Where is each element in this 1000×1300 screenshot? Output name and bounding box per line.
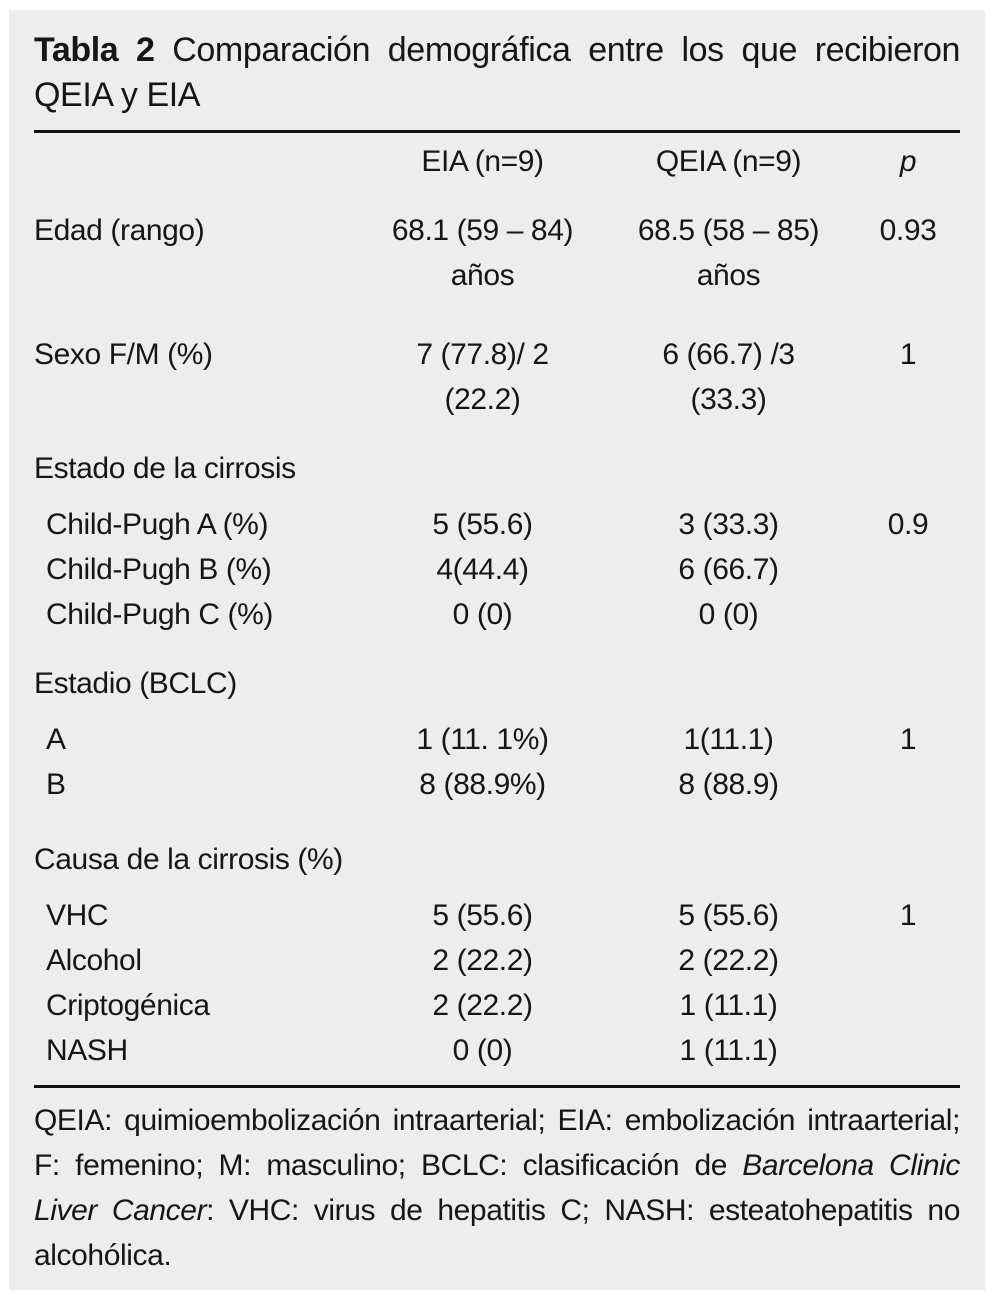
table-caption: Comparación demográfica entre los que re…	[172, 31, 961, 69]
bottom-rule	[34, 1085, 960, 1088]
cell-eia: 5 (55.6)	[432, 508, 533, 541]
row-label: NASH	[46, 1034, 128, 1067]
table-row-sexo: Sexo F/M (%) 7 (77.8)/ 2 (22.2) 6 (66.7)…	[34, 332, 960, 422]
header-row: EIA (n=9) QEIA (n=9) p	[34, 139, 960, 184]
table-number: Tabla 2	[34, 31, 155, 69]
table-row-nash: NASH 0 (0) 1 (11.1)	[34, 1028, 960, 1073]
section-estado-cirrosis: Estado de la cirrosis	[34, 452, 296, 485]
row-label: Alcohol	[46, 944, 142, 977]
cell-eia: 0 (0)	[452, 1034, 513, 1067]
footnote-text: QEIA: quimioembolización intraarterial; …	[34, 1104, 960, 1182]
row-label: Child-Pugh C (%)	[46, 598, 274, 631]
table-row-vhc: VHC 5 (55.6) 5 (55.6) 1	[34, 893, 960, 938]
cell-p: 1	[899, 723, 917, 756]
header-qeia: QEIA (n=9)	[655, 145, 802, 178]
cell-qeia: 3 (33.3)	[678, 508, 779, 541]
row-label: Child-Pugh B (%)	[46, 553, 272, 586]
table-row-childpugh-a: Child-Pugh A (%) 5 (55.6) 3 (33.3) 0.9	[34, 502, 960, 547]
cell-eia: 2 (22.2)	[432, 989, 533, 1022]
footnote-italic-text: Barcelona Clinic Liver Cancer	[34, 1149, 961, 1227]
cell-eia: 8 (88.9%)	[419, 768, 546, 801]
table-row-childpugh-b: Child-Pugh B (%) 4(44.4) 6 (66.7)	[34, 547, 960, 592]
cell-qeia: 6 (66.7) /3 (33.3)	[662, 338, 795, 416]
table-row-estadio-b: B 8 (88.9%) 8 (88.9)	[34, 762, 960, 807]
cell-eia: 5 (55.6)	[432, 899, 533, 932]
row-label: B	[46, 768, 66, 801]
cell-qeia: 2 (22.2)	[678, 944, 779, 977]
cell-qeia: 8 (88.9)	[678, 768, 779, 801]
row-label: Child-Pugh A (%)	[46, 508, 269, 541]
table-title-line2: QEIA y EIA	[34, 76, 201, 114]
table-title: Tabla 2 Comparación demográfica entre lo…	[34, 28, 960, 118]
cell-p: 1	[899, 899, 917, 932]
cell-eia: 68.1 (59 – 84) años	[391, 214, 574, 292]
section-causa-cirrosis: Causa de la cirrosis (%)	[34, 843, 343, 876]
row-label: Criptogénica	[46, 989, 210, 1022]
table-footnote: QEIA: quimioembolización intraarterial; …	[34, 1098, 960, 1278]
row-label: Sexo F/M (%)	[34, 338, 213, 371]
table-card: Tabla 2 Comparación demográfica entre lo…	[9, 10, 985, 1290]
cell-qeia: 1 (11.1)	[679, 1034, 778, 1067]
row-label: VHC	[46, 899, 109, 932]
cell-qeia: 5 (55.6)	[678, 899, 779, 932]
table-title-line1: Tabla 2 Comparación demográfica entre lo…	[34, 28, 960, 73]
cell-eia: 4(44.4)	[436, 553, 529, 586]
cell-qeia: 6 (66.7)	[678, 553, 779, 586]
cell-qeia: 68.5 (58 – 85) años	[637, 214, 820, 292]
cell-eia: 7 (77.8)/ 2 (22.2)	[416, 338, 549, 416]
cell-p: 0.93	[879, 214, 937, 247]
header-eia: EIA (n=9)	[421, 145, 544, 178]
row-label: Edad (rango)	[34, 214, 205, 247]
cell-qeia: 0 (0)	[698, 598, 759, 631]
header-p: p	[899, 145, 917, 178]
cell-qeia: 1 (11.1)	[679, 989, 778, 1022]
row-label: A	[46, 723, 66, 756]
table-row-criptogenica: Criptogénica 2 (22.2) 1 (11.1)	[34, 983, 960, 1028]
cell-qeia: 1(11.1)	[683, 723, 774, 756]
table-row-edad: Edad (rango) 68.1 (59 – 84) años 68.5 (5…	[34, 208, 960, 298]
footnote-text: : VHC: virus de hepatitis C; NASH: estea…	[34, 1194, 960, 1272]
section-estadio-bclc: Estadio (BCLC)	[34, 667, 237, 700]
cell-eia: 1 (11. 1%)	[416, 723, 549, 756]
table-row-alcohol: Alcohol 2 (22.2) 2 (22.2)	[34, 938, 960, 983]
cell-p: 0.9	[887, 508, 929, 541]
table-row-childpugh-c: Child-Pugh C (%) 0 (0) 0 (0)	[34, 592, 960, 637]
cell-eia: 2 (22.2)	[432, 944, 533, 977]
table-row-estadio-a: A 1 (11. 1%) 1(11.1) 1	[34, 717, 960, 762]
cell-p: 1	[899, 338, 917, 371]
top-rule	[34, 130, 960, 133]
cell-eia: 0 (0)	[452, 598, 513, 631]
